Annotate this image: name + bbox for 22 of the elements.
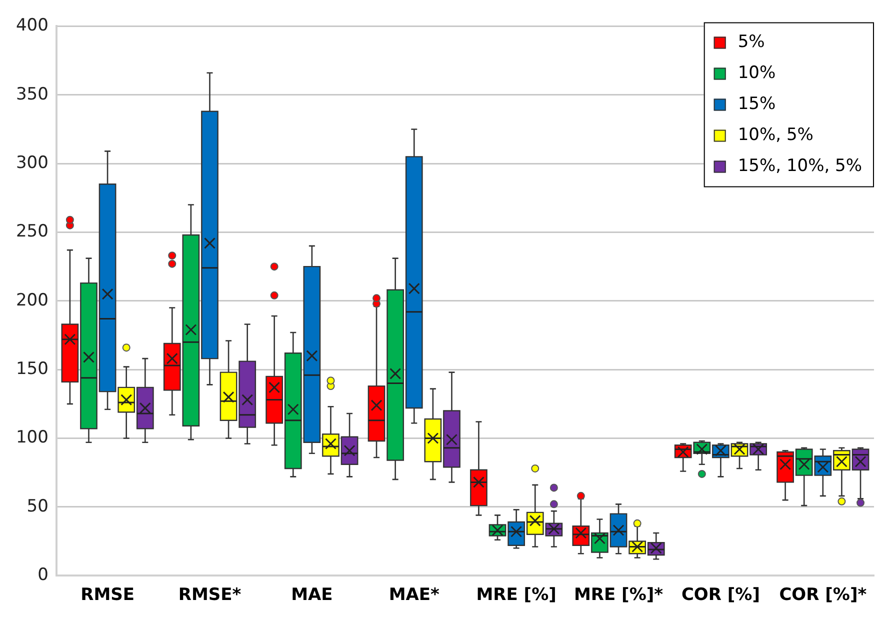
y-tick-label: 350 xyxy=(16,84,48,104)
x-tick-label: MRE [%] xyxy=(476,585,556,606)
legend-label: 10% xyxy=(738,63,776,84)
legend-label: 15%, 10%, 5% xyxy=(738,156,862,176)
x-tick-label: COR [%] xyxy=(681,585,760,606)
x-tick-label: COR [%]* xyxy=(779,585,867,606)
legend-label: 15% xyxy=(738,94,776,114)
y-tick-label: 150 xyxy=(16,358,48,379)
y-tick-label: 50 xyxy=(26,496,48,516)
y-tick-label: 100 xyxy=(16,428,48,448)
legend-label: 10%, 5% xyxy=(738,125,814,146)
x-tick-label: RMSE xyxy=(80,585,134,606)
y-tick-label: 200 xyxy=(16,290,48,310)
x-tick-label: MRE [%]* xyxy=(574,585,664,606)
x-tick-label: MAE* xyxy=(388,585,440,606)
y-tick-label: 300 xyxy=(16,152,48,173)
y-tick-label: 250 xyxy=(16,222,48,242)
y-tick-label: 0 xyxy=(38,565,48,586)
x-tick-label: MAE xyxy=(291,585,333,606)
legend-label: 5% xyxy=(738,32,765,52)
y-tick-label: 400 xyxy=(16,16,48,36)
x-tick-label: RMSE* xyxy=(178,585,242,606)
